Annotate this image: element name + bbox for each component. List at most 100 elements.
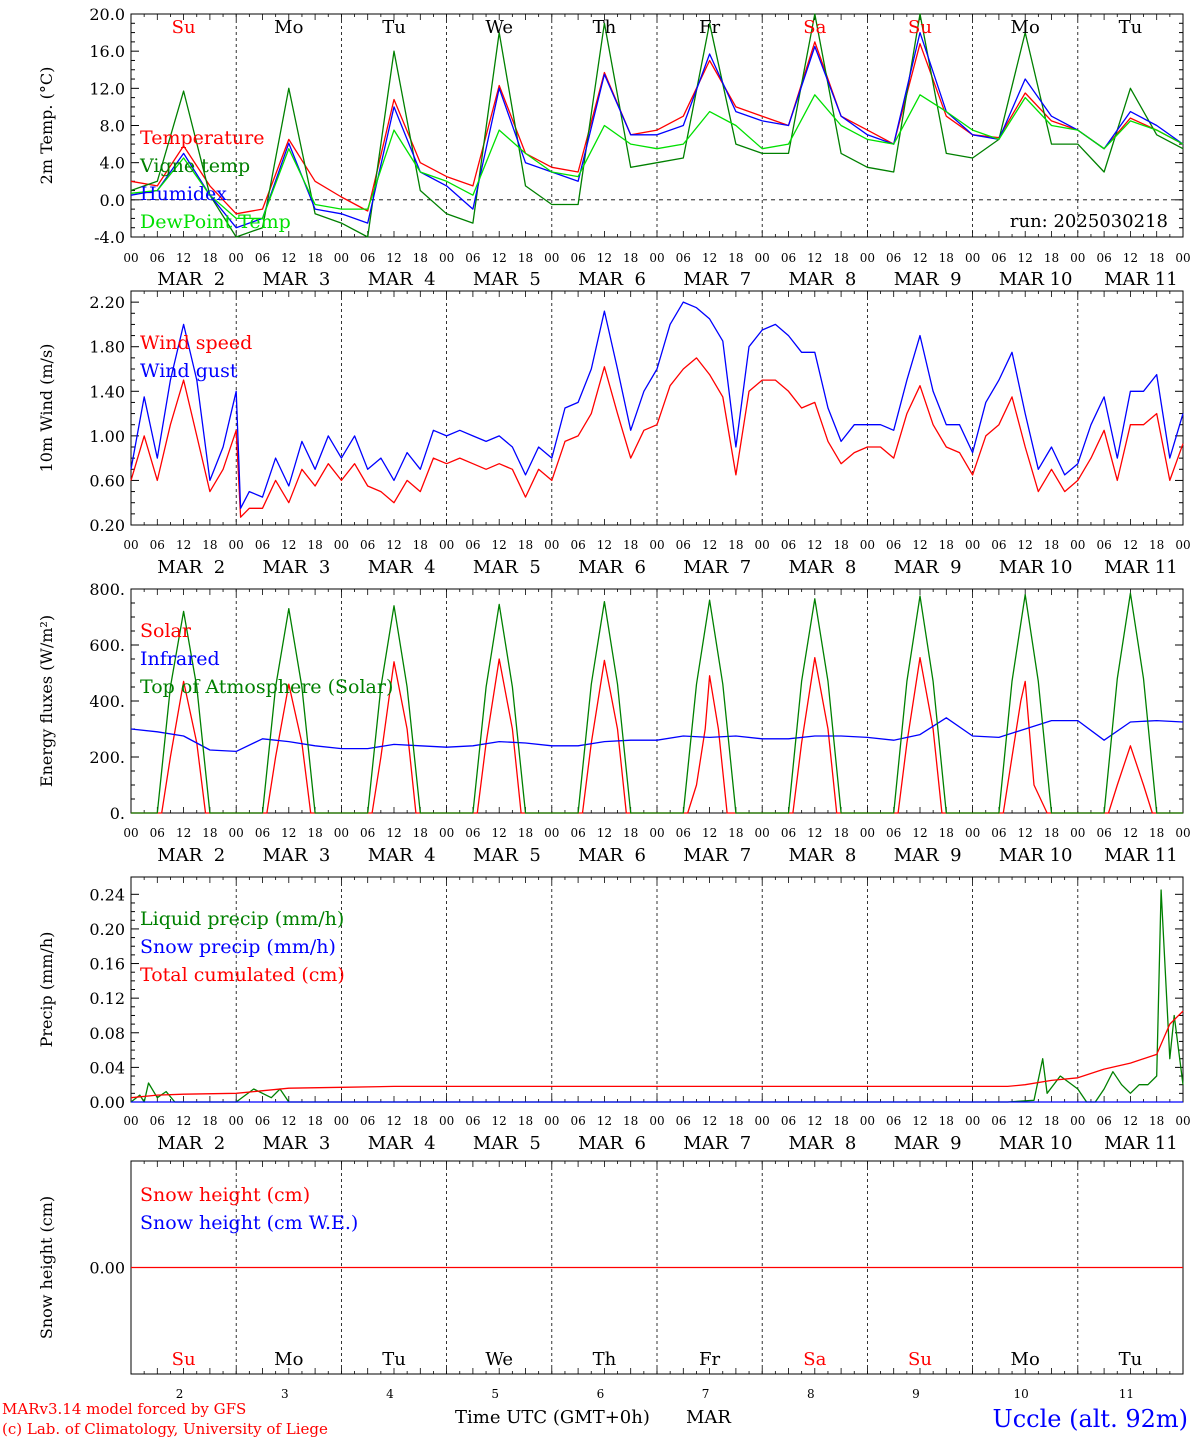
hour-tick-label: 18 (939, 826, 954, 840)
y-tick-label: 0.20 (89, 920, 125, 939)
hour-tick-label: 06 (676, 1114, 691, 1128)
hour-tick-label: 00 (229, 1114, 244, 1128)
date-label: MAR 6 (578, 1133, 646, 1154)
hour-tick-label: 06 (465, 1114, 480, 1128)
legend-entry: Vigne temp (139, 155, 250, 177)
series-line-solar (131, 656, 1183, 814)
hour-tick-label: 12 (702, 251, 717, 265)
hour-tick-label: 06 (991, 251, 1006, 265)
hour-tick-label: 12 (1018, 538, 1033, 552)
day-name: Su (172, 1349, 196, 1370)
legend-entry: Infrared (140, 648, 220, 670)
hour-tick-label: 12 (492, 826, 507, 840)
hour-tick-label: 12 (492, 1114, 507, 1128)
hour-tick-label: 18 (202, 1114, 217, 1128)
hour-tick-label: 18 (518, 826, 533, 840)
y-tick-label: 0.60 (89, 471, 125, 490)
hour-tick-label: 00 (755, 538, 770, 552)
hour-tick-label: 12 (702, 826, 717, 840)
date-label: MAR 8 (789, 269, 857, 290)
day-name: Th (593, 1349, 617, 1370)
date-label: MAR 11 (1104, 557, 1178, 578)
y-tick-label: 400. (89, 692, 125, 711)
hour-tick-label: 00 (860, 826, 875, 840)
hour-tick-label: 06 (570, 826, 585, 840)
day-name: We (485, 1349, 513, 1370)
series-line-wind-speed (130, 357, 1184, 518)
hour-tick-label: 00 (649, 538, 664, 552)
hour-tick-label: 06 (150, 1114, 165, 1128)
date-label: MAR 7 (683, 1133, 751, 1154)
hour-tick-label: 06 (255, 826, 270, 840)
hour-tick-label: 12 (386, 1114, 401, 1128)
day-number: 9 (912, 1387, 920, 1401)
hour-tick-label: 12 (176, 826, 191, 840)
date-label: MAR 2 (157, 845, 225, 866)
hour-tick-label: 06 (781, 826, 796, 840)
hour-tick-label: 06 (781, 251, 796, 265)
date-label: MAR 9 (894, 269, 962, 290)
date-label: MAR 5 (473, 269, 541, 290)
hour-tick-label: 00 (860, 251, 875, 265)
hour-tick-label: 00 (544, 251, 559, 265)
y-tick-label: 1.40 (89, 382, 125, 401)
date-label: MAR 11 (1104, 269, 1178, 290)
hour-tick-label: 06 (991, 538, 1006, 552)
y-tick-label: 0.24 (89, 885, 125, 904)
series-line-vigne-temp (130, 13, 1184, 238)
y-tick-label: 0.20 (89, 516, 125, 535)
hour-tick-label: 18 (307, 251, 322, 265)
hour-tick-label: 00 (544, 826, 559, 840)
panel-2: 0.20 0.60 1.00 1.40 1.80 2.20 10m Wind (m/s) Wi… (37, 290, 1191, 578)
day-number: 3 (281, 1387, 289, 1401)
y-tick-label: -4.0 (94, 228, 125, 247)
hour-tick-label: 06 (465, 251, 480, 265)
date-label: MAR 9 (894, 1133, 962, 1154)
date-label: MAR 5 (473, 1133, 541, 1154)
hour-tick-label: 00 (334, 826, 349, 840)
hour-tick-label: 00 (1175, 1114, 1190, 1128)
hour-tick-label: 12 (912, 1114, 927, 1128)
hour-tick-label: 12 (807, 538, 822, 552)
hour-tick-label: 18 (623, 251, 638, 265)
hour-tick-label: 06 (1096, 251, 1111, 265)
y-tick-label: 1.00 (89, 427, 125, 446)
date-label: MAR 6 (578, 269, 646, 290)
legend-entry: Wind gust (140, 360, 238, 382)
day-name: We (485, 17, 513, 38)
hour-tick-label: 00 (1070, 1114, 1085, 1128)
date-label: MAR 8 (789, 1133, 857, 1154)
day-name: Su (172, 17, 196, 38)
date-label: MAR 5 (473, 557, 541, 578)
hour-tick-label: 18 (307, 538, 322, 552)
hour-tick-label: 00 (649, 251, 664, 265)
hour-tick-label: 00 (439, 1114, 454, 1128)
y-tick-label: 600. (89, 636, 125, 655)
y-tick-label: 20.0 (89, 5, 125, 24)
panel-1: -4.0 0.0 4.0 8.0 12.0 16.0 20.0 2m Temp. (°C) Te… (37, 5, 1191, 290)
panel-frame (130, 588, 1184, 814)
y-tick-label: 0. (110, 804, 125, 823)
series-line-total-cumulated-cm (130, 1010, 1184, 1099)
date-label: MAR 9 (894, 557, 962, 578)
hour-tick-label: 06 (150, 826, 165, 840)
date-label: MAR 10 (999, 1133, 1073, 1154)
date-label: MAR 4 (368, 269, 436, 290)
date-label: MAR 2 (157, 269, 225, 290)
station-label: Uccle (alt. 92m) (992, 1405, 1188, 1433)
hour-tick-label: 12 (281, 251, 296, 265)
hour-tick-label: 00 (1175, 251, 1190, 265)
y-tick-label: 0.00 (89, 1259, 125, 1278)
hour-tick-label: 12 (386, 826, 401, 840)
hour-tick-label: 12 (1018, 251, 1033, 265)
hour-tick-label: 18 (202, 251, 217, 265)
date-label: MAR 4 (368, 1133, 436, 1154)
hour-tick-label: 12 (702, 538, 717, 552)
panel-5: 0.00 Snow height (cm) Snow height (cm) Snow… (37, 1160, 1184, 1401)
series-line-dewpoint-temp (130, 94, 1184, 220)
day-number: 4 (386, 1387, 394, 1401)
hour-tick-label: 18 (833, 251, 848, 265)
hour-tick-label: 18 (939, 251, 954, 265)
hour-tick-label: 00 (439, 538, 454, 552)
